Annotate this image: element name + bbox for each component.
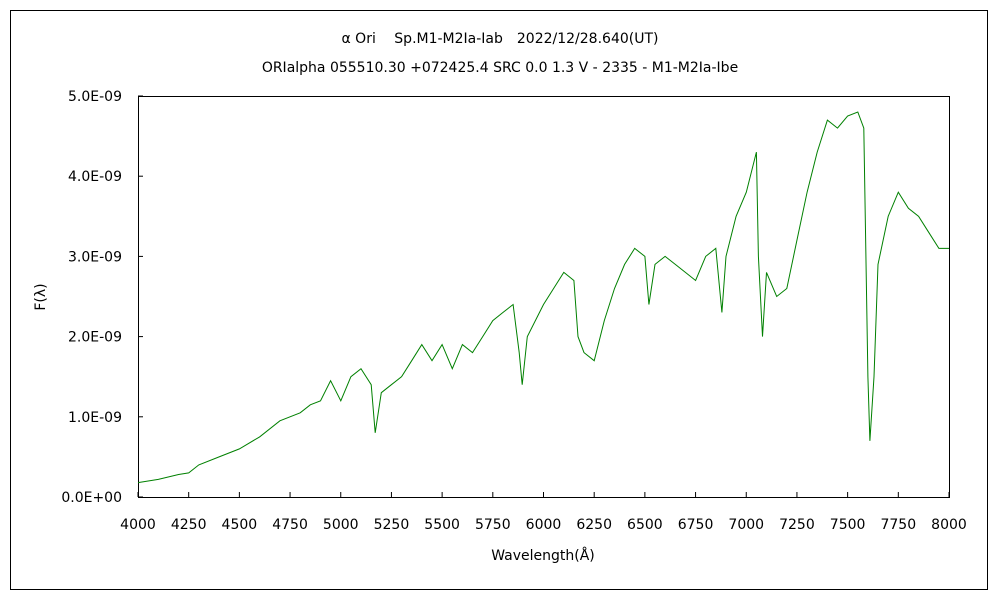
- x-tick-label: 4500: [222, 517, 258, 533]
- x-tick-label: 6250: [576, 517, 612, 533]
- x-tick-label: 7500: [830, 517, 866, 533]
- y-tick-label: 2.0E-09: [68, 330, 122, 346]
- y-tick-label: 0.0E+00: [61, 490, 122, 506]
- x-tick-label: 4750: [272, 517, 308, 533]
- chart-subtitle: ORIalpha 055510.30 +072425.4 SRC 0.0 1.3…: [262, 60, 738, 76]
- y-tick-label: 5.0E-09: [68, 89, 122, 105]
- spectrum-line: [137, 111, 949, 484]
- y-tick-label: 1.0E-09: [68, 410, 122, 426]
- x-tick-label: 5500: [424, 517, 460, 533]
- x-axis-label: Wavelength(Å): [491, 547, 595, 564]
- x-tick-label: 5000: [323, 517, 359, 533]
- x-tick-label: 6500: [627, 517, 663, 533]
- x-tick-label: 7250: [779, 517, 815, 533]
- chart-title: α Ori Sp.M1-M2Ia-Iab 2022/12/28.640(UT): [342, 31, 659, 47]
- x-tick-label: 4250: [171, 517, 207, 533]
- x-tick-label: 6750: [678, 517, 714, 533]
- x-tick-label: 7750: [880, 517, 916, 533]
- plot-area: [138, 96, 950, 498]
- y-tick-label: 3.0E-09: [68, 249, 122, 265]
- x-tick-label: 6000: [526, 517, 562, 533]
- x-tick-label: 8000: [931, 517, 967, 533]
- x-tick-label: 5250: [374, 517, 410, 533]
- x-tick-label: 4000: [120, 517, 156, 533]
- y-tick-label: 4.0E-09: [68, 169, 122, 185]
- x-tick-label: 7000: [728, 517, 764, 533]
- x-tick-label: 5750: [475, 517, 511, 533]
- y-axis-label: F(λ): [33, 283, 49, 310]
